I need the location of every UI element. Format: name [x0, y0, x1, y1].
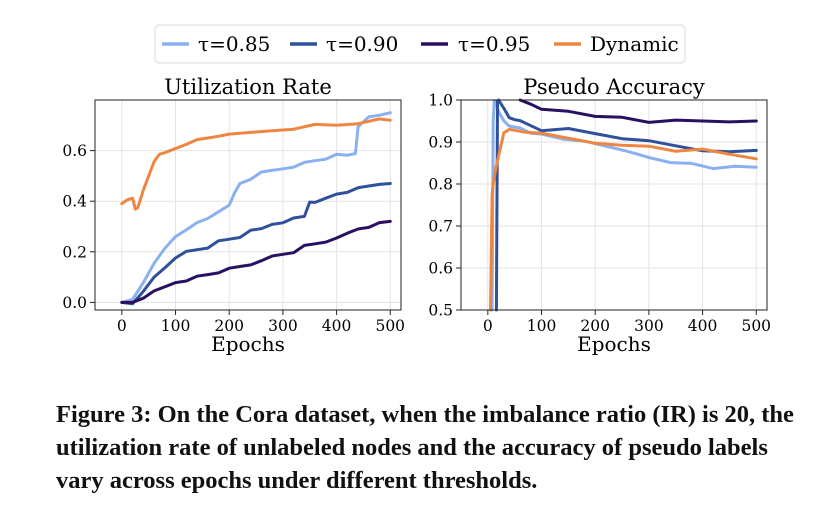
series-lines — [120, 111, 392, 306]
series-line-3 — [120, 117, 392, 211]
y-tick-label: 0.2 — [62, 243, 87, 261]
legend-entry-3: Dynamic — [554, 32, 679, 56]
plot-frame — [94, 99, 402, 311]
x-tick-label: 100 — [527, 317, 557, 335]
x-tick-label: 300 — [268, 317, 298, 335]
series-line-3 — [489, 127, 758, 312]
utilization-rate-chart: Utilization Rate 0 100 200 300 400 5000.00.20… — [62, 75, 405, 356]
y-tick-label: 0.9 — [428, 134, 453, 152]
x-tick-label: 200 — [580, 317, 610, 335]
y-tick-label: 1.0 — [428, 92, 453, 110]
y-tick-label: 0.5 — [428, 302, 453, 320]
x-tick-label: 100 — [161, 317, 191, 335]
y-tick-label: 0.4 — [62, 193, 87, 211]
series-line-0 — [120, 111, 392, 304]
series-line-1 — [494, 98, 758, 312]
y-tick-label: 0.6 — [428, 260, 453, 278]
legend-entry-2: τ=0.95 — [421, 32, 530, 56]
legend: τ=0.85 τ=0.90 τ=0.95 Dynamic — [154, 24, 686, 64]
x-tick-label: 200 — [214, 317, 244, 335]
series-line-1 — [120, 182, 392, 306]
legend-entry-0: τ=0.85 — [162, 32, 270, 56]
y-tick-label: 0.0 — [62, 294, 87, 312]
y-tick-label: 0.8 — [428, 176, 453, 194]
plot-frame — [460, 99, 768, 311]
legend-label-2: τ=0.95 — [458, 32, 530, 56]
tick-labels: 0 100 200 300 400 500 0.5 0.6 0.7 0.8 0.9 1.0 — [428, 92, 771, 336]
legend-frame — [154, 24, 686, 64]
chart-title: Pseudo Accuracy — [523, 75, 705, 99]
tick-labels: 0 100 200 300 400 500 0.0 0.2 0.4 0.6 — [62, 142, 405, 335]
x-tick-label: 400 — [322, 317, 352, 335]
series-line-2 — [518, 98, 758, 124]
legend-entry-1: τ=0.90 — [290, 32, 398, 56]
legend-label-3: Dynamic — [590, 32, 679, 56]
x-tick-label: 0 — [117, 317, 127, 335]
x-tick-label: 500 — [375, 317, 405, 335]
y-tick-label: 0.6 — [62, 142, 87, 160]
figure-caption: Figure 3: On the Cora dataset, when the … — [56, 401, 794, 494]
x-tick-label: 500 — [741, 317, 771, 335]
figure: τ=0.85 τ=0.90 τ=0.95 Dynamic Utilization… — [62, 24, 771, 356]
y-tick-label: 0.7 — [428, 218, 453, 236]
pseudo-accuracy-chart: Pseudo Accuracy 0 100 200 300 400 500 0.5 0.6 0.… — [428, 75, 771, 356]
series-line-2 — [120, 219, 392, 304]
x-axis-label: Epochs — [211, 332, 285, 356]
x-tick-label: 0 — [483, 317, 493, 335]
legend-label-1: τ=0.90 — [326, 32, 398, 56]
chart-title: Utilization Rate — [164, 75, 332, 99]
legend-label-0: τ=0.85 — [198, 32, 270, 56]
x-tick-label: 400 — [688, 317, 718, 335]
x-tick-label: 300 — [634, 317, 664, 335]
x-axis-label: Epochs — [577, 332, 651, 356]
series-lines — [489, 98, 758, 312]
